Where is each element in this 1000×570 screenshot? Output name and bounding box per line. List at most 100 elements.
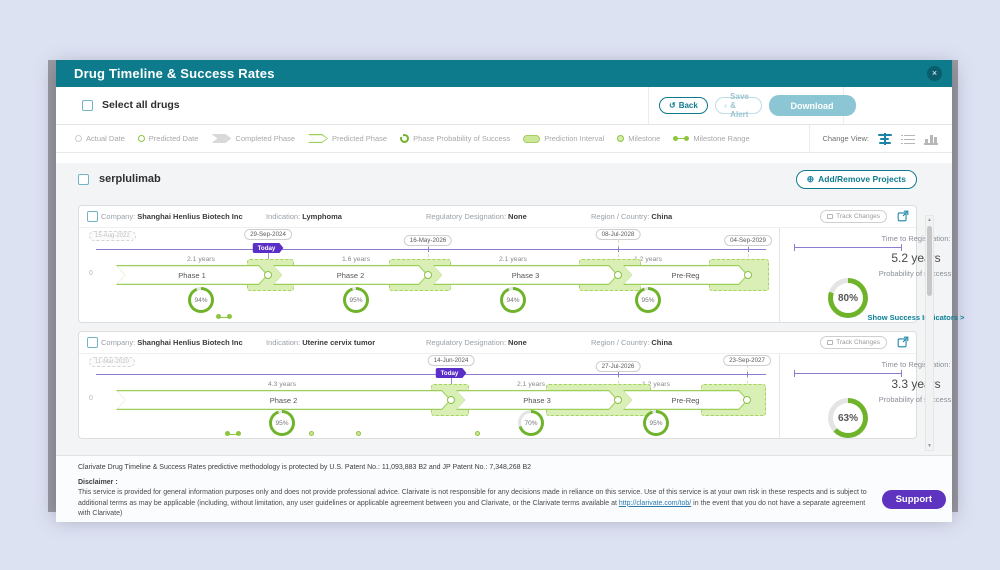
- clarivate-terms-link[interactable]: http://clarivate.com/tob/: [618, 499, 692, 507]
- summary-panel: Time to Registration: 5.2 years Probabil…: [779, 228, 964, 323]
- regulatory-label: Regulatory Designation:: [426, 338, 507, 347]
- ttr-measure-line: [794, 370, 902, 377]
- track-changes-button[interactable]: Track Changes: [820, 210, 887, 223]
- change-view-group: Change View:: [809, 125, 938, 152]
- track-changes-icon: [827, 214, 834, 219]
- region-label: Region / Country:: [591, 338, 650, 347]
- timeline-view-icon[interactable]: [878, 132, 892, 145]
- patent-notice: Clarivate Drug Timeline & Success Rates …: [78, 464, 532, 471]
- phase-duration: 1.2 years: [634, 256, 662, 263]
- success-probability-donut: 80%: [828, 278, 868, 318]
- toolbar: Select all drugs ↺ Back Save & Alert Down…: [56, 87, 952, 125]
- track-changes-icon: [827, 340, 834, 345]
- bell-icon: [723, 103, 728, 107]
- date-pill: 29-Sep-2024: [244, 229, 292, 240]
- ttr-value: 5.2 years: [891, 251, 941, 265]
- legend-predicted-date: Predicted Date: [137, 134, 198, 143]
- phase-bar-phase3: Phase 3: [433, 265, 618, 285]
- change-view-label: Change View:: [822, 134, 869, 143]
- timeline-card-lymphoma: Company: Shanghai Henlius Biotech Inc Ind…: [78, 205, 964, 323]
- milestone-marker: [309, 431, 314, 436]
- indication-label: Indication:: [266, 338, 301, 347]
- card-checkbox[interactable]: [87, 211, 98, 222]
- export-icon[interactable]: [896, 209, 910, 223]
- legend-predicted-phase: Predicted Phase: [308, 134, 387, 143]
- actual-date-icon: [75, 135, 82, 142]
- disclaimer-text: This service is provided for general inf…: [78, 489, 867, 517]
- select-all-label: Select all drugs: [102, 99, 180, 111]
- completed-phase-icon: [211, 134, 231, 143]
- drug-name: serplulimab: [99, 173, 161, 185]
- plus-circle-icon: ⊕: [806, 173, 815, 184]
- phase-duration: 1.6 years: [342, 256, 370, 263]
- phase-duration: 2.1 years: [187, 256, 215, 263]
- legend-milestone: Milestone: [617, 134, 660, 143]
- scrollbar-thumb[interactable]: [927, 226, 932, 296]
- milestone-range-icon: [673, 135, 690, 142]
- chart-view-icon[interactable]: [924, 133, 938, 145]
- legend-phase-probability: Phase Probability of Success: [400, 134, 510, 143]
- save-alert-button[interactable]: Save & Alert: [714, 92, 762, 119]
- phase-bar-prereg: Pre-Reg: [623, 390, 748, 410]
- phase-bar-prereg: Pre-Reg: [623, 265, 748, 285]
- success-probability-donut: 63%: [828, 398, 868, 438]
- ttr-value: 3.3 years: [891, 377, 941, 391]
- phase-probability-donut: 95%: [643, 410, 669, 436]
- back-button[interactable]: ↺ Back: [659, 97, 708, 114]
- date-pill: 23-Sep-2027: [723, 355, 771, 366]
- date-pill: 16-May-2026: [403, 235, 453, 246]
- date-pill: 08-Jul-2028: [595, 229, 641, 240]
- support-button[interactable]: Support: [881, 490, 946, 509]
- phase-probability-icon: [400, 134, 410, 143]
- phase-bar-phase3: Phase 3: [456, 390, 618, 410]
- phase-probability-donut: 95%: [635, 287, 661, 313]
- close-icon[interactable]: ×: [927, 66, 942, 81]
- start-date-pill: 11-Mar-2020: [89, 357, 135, 367]
- drug-group-header: serplulimab ⊕ Add/Remove Projects: [78, 163, 917, 195]
- ttr-label: Time to Registration:: [881, 360, 951, 369]
- date-pill: 14-Jun-2024: [427, 355, 475, 366]
- company-label: Company:: [101, 212, 136, 221]
- axis-origin: 0: [89, 395, 93, 402]
- phase-probability-donut: 94%: [188, 287, 214, 313]
- milestone-range-marker: [216, 313, 232, 320]
- export-icon[interactable]: [896, 335, 910, 349]
- indication-value: Uterine cervix tumor: [302, 338, 376, 347]
- show-success-indicators-link[interactable]: Show Success Indicators >: [867, 313, 965, 322]
- select-all-drugs[interactable]: Select all drugs: [82, 99, 180, 111]
- phase-bar-phase1: Phase 1: [116, 265, 268, 285]
- region-value: China: [651, 212, 673, 221]
- legend-completed-phase: Completed Phase: [211, 134, 295, 143]
- prediction-interval-icon: [523, 134, 541, 143]
- legend-bar: Actual Date Predicted Date Completed Pha…: [56, 125, 952, 153]
- card-checkbox[interactable]: [87, 337, 98, 348]
- track-changes-button[interactable]: Track Changes: [820, 336, 887, 349]
- vertical-scrollbar[interactable]: ▲ ▼: [925, 215, 934, 451]
- select-all-checkbox[interactable]: [82, 99, 93, 111]
- undo-icon: ↺: [669, 101, 676, 110]
- scroll-up-icon[interactable]: ▲: [927, 217, 932, 223]
- modal-shadow-left: [48, 60, 56, 512]
- company-value: Shanghai Henlius Biotech Inc: [137, 212, 243, 221]
- add-remove-projects-button[interactable]: ⊕ Add/Remove Projects: [795, 169, 917, 189]
- phase-probability-donut: 95%: [343, 287, 369, 313]
- page-title: Drug Timeline & Success Rates: [74, 66, 275, 81]
- list-view-icon[interactable]: [901, 133, 915, 145]
- download-button[interactable]: Download: [768, 95, 856, 116]
- drug-checkbox[interactable]: [78, 173, 89, 185]
- regulatory-value: None: [508, 338, 527, 347]
- date-pill: 04-Sep-2029: [724, 235, 772, 246]
- phase-bar-phase2: Phase 2: [116, 390, 451, 410]
- probability-label: Probability of success:: [878, 269, 954, 278]
- legend-prediction-interval: Prediction Interval: [523, 134, 604, 143]
- indication-label: Indication:: [266, 212, 301, 221]
- today-marker: Today: [253, 243, 284, 253]
- today-marker: Today: [436, 368, 467, 378]
- probability-label: Probability of success:: [878, 395, 954, 404]
- company-value: Shanghai Henlius Biotech Inc: [137, 338, 243, 347]
- milestone-icon: [617, 135, 625, 142]
- milestone-marker: [356, 431, 361, 436]
- scroll-down-icon[interactable]: ▼: [927, 443, 932, 449]
- phase-duration: 2.1 years: [517, 381, 545, 388]
- axis-origin: 0: [89, 270, 93, 277]
